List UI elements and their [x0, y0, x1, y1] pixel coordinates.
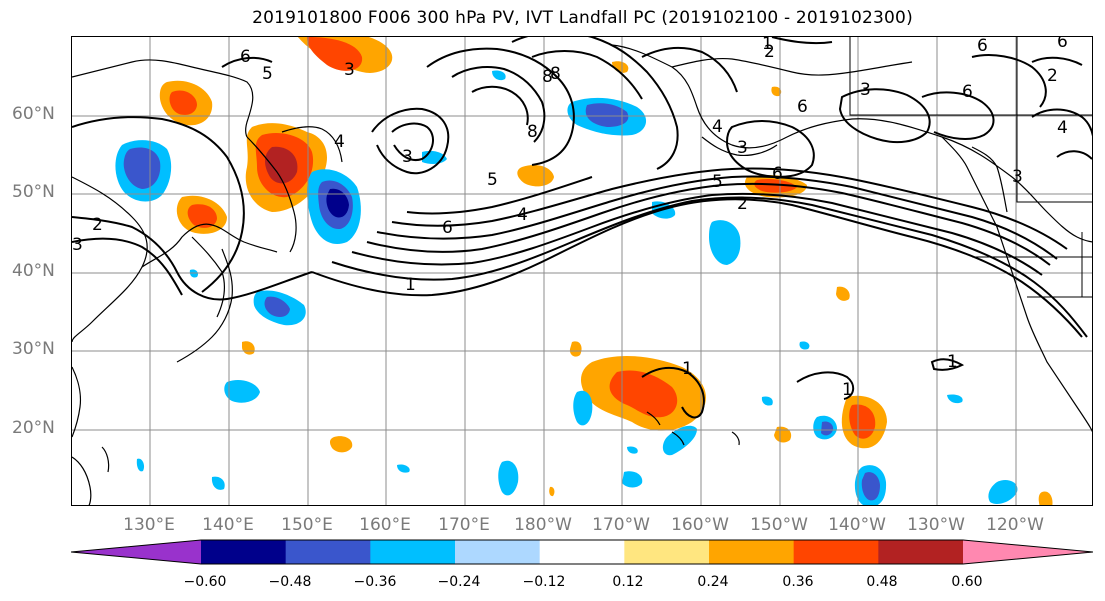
- contour-label: 1: [762, 37, 773, 54]
- lat-label-60n: 60°N: [12, 104, 55, 124]
- contour-label-layer: 6 5 3 4 3 8 8 1 2 6 4 3 2 6 5 2 3 6 5 4 …: [72, 37, 1068, 400]
- contour-label: 1: [842, 380, 853, 400]
- colorbar-segment: [285, 540, 371, 564]
- contour-label: 2: [737, 194, 748, 214]
- contour-label: 3: [344, 60, 355, 80]
- colorbar-tick-label: −0.24: [437, 574, 481, 590]
- contour-label: 3: [1012, 167, 1023, 187]
- colorbar-segment: [539, 540, 625, 564]
- colorbar-tick-label: 0.12: [612, 574, 644, 590]
- colorbar-tick-label: −0.48: [268, 574, 312, 590]
- colorbar-tick-label: 0.48: [866, 574, 898, 590]
- boundary-lines: [849, 37, 1092, 298]
- contour-label: 1: [947, 352, 958, 372]
- contour-label: 8: [550, 64, 561, 84]
- contour-label: 4: [712, 117, 723, 137]
- contour-label: 6: [1057, 37, 1068, 52]
- lon-label-130e: 130°E: [123, 515, 175, 535]
- colorbar-segment: [963, 540, 1093, 564]
- colorbar-tick-label: −0.36: [353, 574, 397, 590]
- lon-label-150w: 150°W: [750, 515, 808, 535]
- contour-label: 6: [442, 218, 453, 238]
- contour-label: 2: [1047, 66, 1058, 86]
- colorbar-tick-label: 0.60: [951, 574, 983, 590]
- lat-label-30n: 30°N: [12, 339, 55, 359]
- contour-label: 8: [527, 122, 538, 142]
- lon-label-150e: 150°E: [281, 515, 333, 535]
- lon-label-170e: 170°E: [438, 515, 490, 535]
- lon-label-120w: 120°W: [986, 515, 1044, 535]
- contour-label: 3: [860, 80, 871, 100]
- colorbar: [70, 539, 1094, 585]
- colorbar-segment: [201, 540, 287, 564]
- colorbar-tick-label: 0.36: [782, 574, 814, 590]
- colorbar-segment: [370, 540, 456, 564]
- contour-label: 5: [712, 172, 723, 192]
- colorbar-svg: [70, 539, 1094, 565]
- contour-label: 4: [1057, 118, 1068, 138]
- contour-label: 5: [262, 64, 273, 84]
- contour-label: 3: [402, 147, 413, 167]
- colorbar-segment: [793, 540, 879, 564]
- contour-label: 6: [240, 47, 251, 67]
- colorbar-segment: [709, 540, 795, 564]
- contour-label: 4: [334, 132, 345, 152]
- colorbar-tick-label: −0.12: [522, 574, 566, 590]
- lon-label-160e: 160°E: [359, 515, 411, 535]
- contour-label: 3: [72, 235, 83, 255]
- lon-label-170w: 170°W: [592, 515, 650, 535]
- colorbar-segment: [624, 540, 710, 564]
- chart-title: 2019101800 F006 300 hPa PV, IVT Landfall…: [252, 8, 913, 28]
- contour-label: 6: [772, 164, 783, 184]
- contour-label: 8: [542, 67, 553, 87]
- contour-label: 2: [764, 42, 775, 62]
- map-svg: 6 5 3 4 3 8 8 1 2 6 4 3 2 6 5 2 3 6 5 4 …: [72, 37, 1092, 505]
- contour-label: 6: [797, 97, 808, 117]
- lon-label-140w: 140°W: [828, 515, 886, 535]
- colorbar-segment: [455, 540, 541, 564]
- contour-label: 4: [517, 205, 528, 225]
- lat-label-40n: 40°N: [12, 261, 55, 281]
- map-panel: 6 5 3 4 3 8 8 1 2 6 4 3 2 6 5 2 3 6 5 4 …: [71, 36, 1093, 506]
- colorbar-segment: [878, 540, 964, 564]
- lon-label-160w: 160°W: [671, 515, 729, 535]
- colorbar-tick-label: −0.60: [183, 574, 227, 590]
- contour-label: 2: [92, 215, 103, 235]
- positive-shading-layer: [159, 37, 1053, 505]
- lon-label-140e: 140°E: [202, 515, 254, 535]
- negative-shading-layer: [115, 70, 1018, 505]
- coastline-icon: [72, 44, 1092, 505]
- pv-contours: [72, 37, 1092, 419]
- contour-label: 6: [977, 37, 988, 56]
- lat-label-20n: 20°N: [12, 418, 55, 438]
- contour-label: 3: [737, 138, 748, 158]
- colorbar-tick-label: 0.24: [697, 574, 729, 590]
- contour-label: 1: [682, 359, 693, 379]
- contour-label: 5: [487, 170, 498, 190]
- lon-label-180w: 180°W: [514, 515, 572, 535]
- colorbar-segment: [71, 540, 201, 564]
- graticule: [72, 37, 1092, 505]
- colorbar-segments: [71, 540, 1093, 564]
- lon-label-130w: 130°W: [907, 515, 965, 535]
- contour-label: 1: [405, 275, 416, 295]
- lat-label-50n: 50°N: [12, 182, 55, 202]
- contour-label: 6: [962, 82, 973, 102]
